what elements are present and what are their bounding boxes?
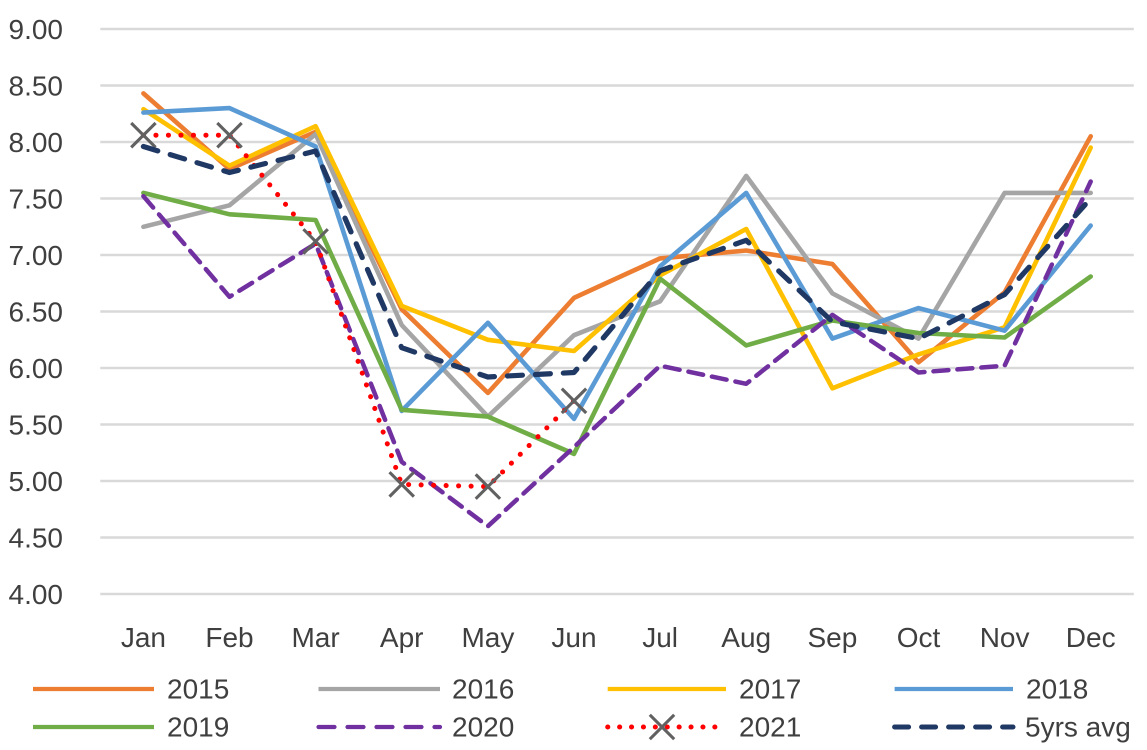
svg-text:Oct: Oct	[897, 622, 941, 653]
svg-text:Dec: Dec	[1066, 622, 1116, 653]
svg-text:7.00: 7.00	[9, 240, 64, 271]
svg-text:4.50: 4.50	[9, 522, 64, 553]
svg-text:2020: 2020	[452, 712, 514, 743]
svg-text:2018: 2018	[1026, 674, 1088, 705]
svg-text:9.00: 9.00	[9, 14, 64, 45]
svg-text:Apr: Apr	[380, 622, 424, 653]
svg-text:5yrs avg: 5yrs avg	[1025, 712, 1131, 743]
svg-text:Jun: Jun	[551, 622, 596, 653]
svg-text:2015: 2015	[167, 674, 229, 705]
svg-text:Jan: Jan	[121, 622, 166, 653]
svg-text:4.00: 4.00	[9, 579, 64, 610]
svg-text:8.00: 8.00	[9, 127, 64, 158]
svg-text:8.50: 8.50	[9, 70, 64, 101]
svg-text:2017: 2017	[739, 674, 801, 705]
svg-text:2021: 2021	[739, 712, 801, 743]
svg-text:7.50: 7.50	[9, 183, 64, 214]
svg-text:2019: 2019	[167, 712, 229, 743]
svg-text:Nov: Nov	[980, 622, 1030, 653]
svg-text:6.50: 6.50	[9, 296, 64, 327]
svg-text:Sep: Sep	[807, 622, 857, 653]
svg-text:Jul: Jul	[642, 622, 678, 653]
svg-text:May: May	[461, 622, 514, 653]
svg-text:5.00: 5.00	[9, 466, 64, 497]
svg-text:6.00: 6.00	[9, 353, 64, 384]
svg-text:Aug: Aug	[721, 622, 771, 653]
svg-text:Feb: Feb	[205, 622, 253, 653]
svg-text:Mar: Mar	[291, 622, 339, 653]
svg-text:5.50: 5.50	[9, 409, 64, 440]
svg-text:2016: 2016	[452, 674, 514, 705]
